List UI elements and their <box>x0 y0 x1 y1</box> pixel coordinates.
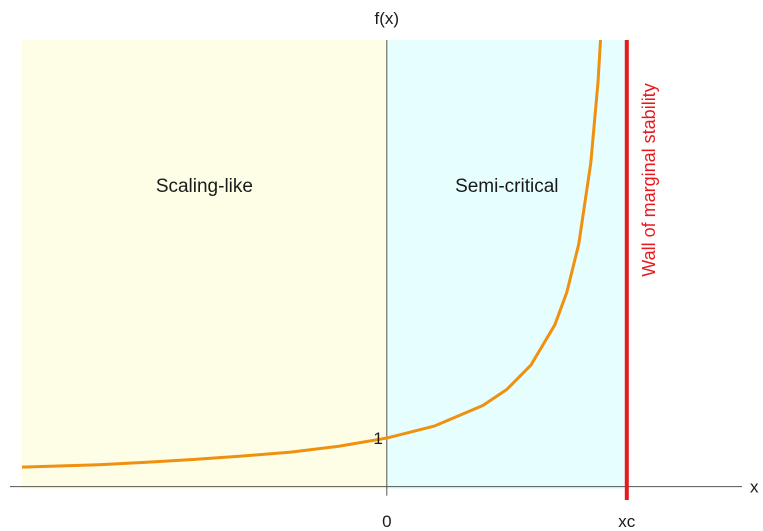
region-label-semi-critical: Semi-critical <box>455 176 558 197</box>
series-line <box>22 40 603 469</box>
y-tick-label-1: 1 <box>373 429 382 448</box>
y-axis-label: f(x) <box>375 9 400 28</box>
wall-label: Wall of marginal stability <box>639 83 659 276</box>
x-axis-label: x <box>750 478 759 497</box>
x-tick-label-xc: xc <box>618 512 636 531</box>
region-scaling-like <box>22 40 387 489</box>
x-tick-label-0: 0 <box>382 512 391 531</box>
region-label-scaling-like: Scaling-like <box>156 176 253 197</box>
region-semi-critical <box>386 40 627 489</box>
